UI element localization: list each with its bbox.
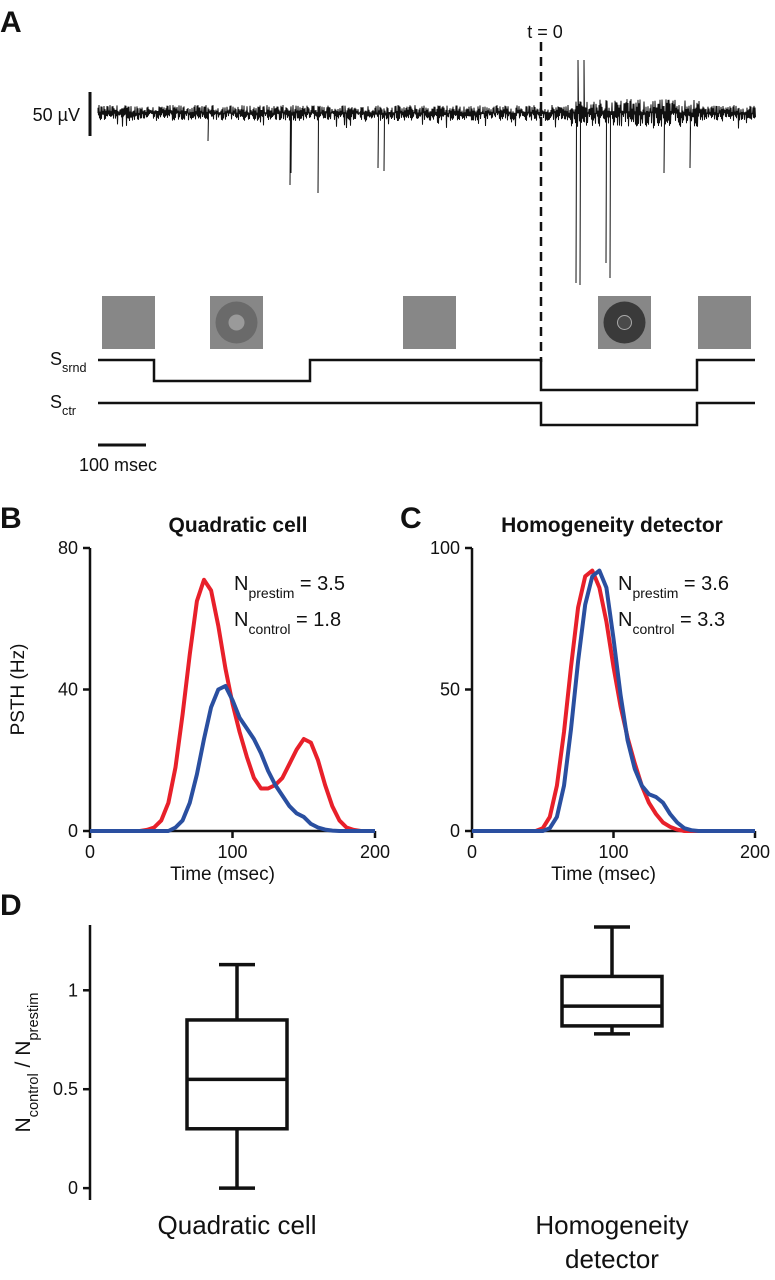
data-line (90, 684, 375, 833)
stimulus-center (228, 314, 245, 331)
chart-title: Quadratic cell (169, 514, 308, 537)
y-axis-label: PSTH (Hz) (8, 644, 29, 736)
panel-label: A (0, 6, 22, 39)
text-part: S (50, 349, 62, 369)
x-tick-label: 200 (740, 842, 770, 862)
text-part: N (234, 609, 248, 631)
text-part: N (12, 1117, 35, 1132)
x-tick-label: 0 (467, 842, 477, 862)
y-tick-label: 0.5 (53, 1079, 78, 1099)
text-part: N (618, 609, 632, 631)
text-part: control (632, 621, 674, 637)
stimulus-center (617, 315, 632, 330)
x-tick-label: 200 (360, 842, 390, 862)
x-tick-label: 0 (85, 842, 95, 862)
text-part: srnd (62, 361, 87, 375)
y-tick-label: 0 (450, 821, 460, 841)
annotation: Ncontrol = 3.3 (618, 609, 725, 637)
box (560, 974, 664, 1028)
stimulus (102, 296, 155, 349)
panel-label: B (0, 502, 22, 535)
panel-label: D (0, 889, 22, 922)
y-tick-label: 80 (58, 538, 78, 558)
y-tick-label: 1 (68, 980, 78, 1000)
annotation: Nprestim = 3.6 (618, 573, 729, 601)
y-tick-label: 0 (68, 1178, 78, 1198)
text-part: = 1.8 (290, 609, 341, 631)
y-axis-label: Ncontrol / Nprestim (12, 992, 42, 1132)
text-part: ctr (62, 404, 76, 418)
text-part: control (248, 621, 290, 637)
text-part: = 3.3 (674, 609, 725, 631)
stimuli (102, 296, 751, 349)
center-signal (98, 401, 755, 427)
surround-label: Ssrnd (50, 349, 87, 375)
time-marker-label: t = 0 (527, 22, 563, 42)
text-part: prestim (632, 585, 678, 601)
y-tick-label: 40 (58, 680, 78, 700)
voltage-scale-label: 50 µV (33, 105, 80, 125)
x-axis-label: Time (msec) (170, 864, 275, 885)
time-scale-label: 100 msec (79, 455, 157, 475)
text-part: prestim (26, 992, 42, 1040)
text-part: = 3.5 (294, 573, 345, 595)
text-part: N (618, 573, 632, 595)
data-line (472, 568, 755, 833)
y-tick-label: 0 (68, 821, 78, 841)
chart-title: Homogeneity detector (501, 514, 723, 537)
voltage-trace (97, 59, 756, 286)
stimulus (403, 296, 456, 349)
text-part: control (26, 1073, 42, 1117)
text-part: = 3.6 (678, 573, 729, 595)
text-part: prestim (248, 585, 294, 601)
center-label: Sctr (50, 392, 76, 418)
text-part: N (234, 573, 248, 595)
stimulus (698, 296, 751, 349)
y-tick-label: 100 (430, 538, 460, 558)
x-axis-label: Time (msec) (551, 864, 656, 885)
x-tick-label: Homogeneity detector (535, 1210, 689, 1274)
annotation: Nprestim = 3.5 (234, 573, 345, 601)
panel-label: C (400, 502, 422, 535)
text-part: S (50, 392, 62, 412)
surround-signal (98, 358, 755, 392)
x-tick-label: 100 (598, 842, 628, 862)
y-tick-label: 50 (440, 680, 460, 700)
x-tick-label: Quadratic cell (157, 1210, 317, 1240)
box (185, 1018, 289, 1131)
x-tick-label: 100 (217, 842, 247, 862)
annotation: Ncontrol = 1.8 (234, 609, 341, 637)
text-part: / N (12, 1041, 35, 1074)
